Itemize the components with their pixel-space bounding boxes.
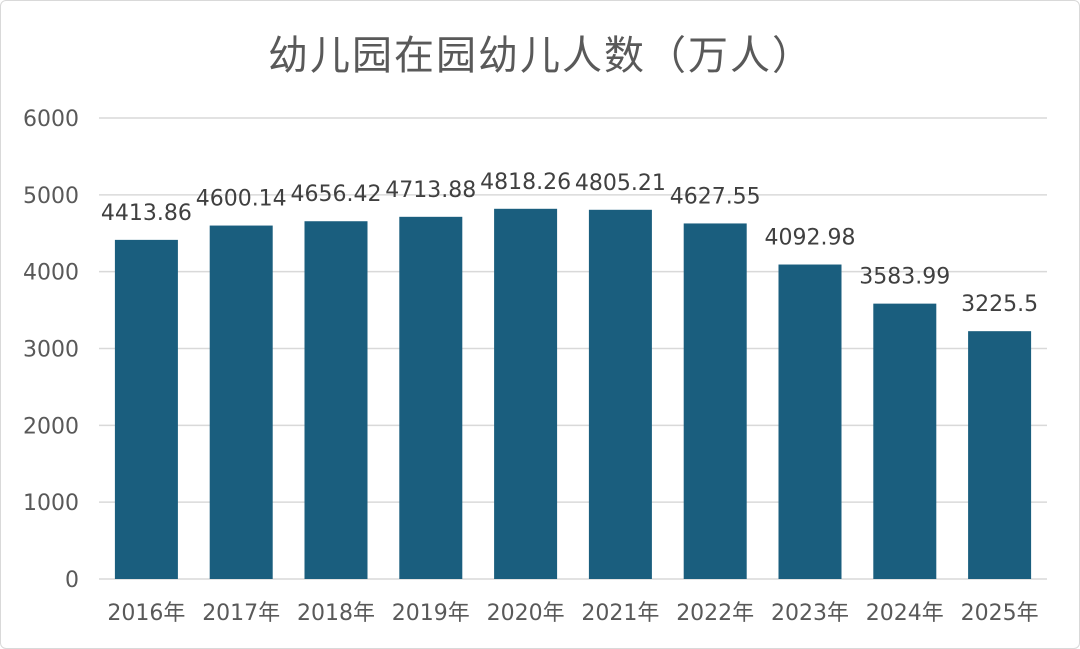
bar-value-label: 4092.98 bbox=[765, 226, 856, 251]
x-category-label: 2018年 bbox=[297, 601, 375, 626]
bar-value-label: 4600.14 bbox=[196, 187, 287, 212]
x-category-label: 2022年 bbox=[676, 601, 754, 626]
y-tick-label: 1000 bbox=[23, 491, 79, 516]
x-category-label: 2016年 bbox=[107, 601, 185, 626]
bar-value-label: 4656.42 bbox=[291, 182, 382, 207]
bar bbox=[494, 208, 558, 579]
x-axis-categories: 2016年 2017年 2018年 2019年 2020年 2021年 2022年 2023年… bbox=[107, 601, 1038, 626]
bar-value-label: 4627.55 bbox=[670, 184, 761, 209]
bar bbox=[873, 303, 937, 579]
bar bbox=[683, 223, 747, 580]
y-tick-label: 2000 bbox=[23, 414, 79, 439]
y-tick-label: 6000 bbox=[23, 107, 79, 132]
x-category-label: 2023年 bbox=[771, 601, 849, 626]
x-category-label: 2021年 bbox=[581, 601, 659, 626]
y-tick-label: 0 bbox=[65, 568, 79, 593]
bar-value-label: 3583.99 bbox=[859, 265, 950, 290]
x-category-label: 2017年 bbox=[202, 601, 280, 626]
y-axis-ticks: 0 1000 2000 3000 4000 5000 6000 bbox=[23, 107, 79, 593]
bar-value-label: 4805.21 bbox=[575, 171, 666, 196]
y-tick-label: 4000 bbox=[23, 261, 79, 286]
bar bbox=[114, 239, 178, 580]
y-tick-label: 5000 bbox=[23, 184, 79, 209]
x-category-label: 2019年 bbox=[392, 601, 470, 626]
bar bbox=[778, 264, 842, 579]
bar bbox=[968, 331, 1032, 579]
bar bbox=[209, 225, 273, 579]
x-category-label: 2025年 bbox=[961, 601, 1039, 626]
bar bbox=[399, 216, 463, 579]
bar-value-label: 4413.86 bbox=[101, 201, 192, 226]
bar-value-label: 3225.5 bbox=[961, 292, 1038, 317]
bar-value-label: 4713.88 bbox=[385, 178, 476, 203]
bars bbox=[114, 208, 1032, 580]
bar bbox=[588, 209, 652, 580]
bar-value-label: 4818.26 bbox=[480, 170, 571, 195]
chart-title: 幼儿园在园幼儿人数（万人） bbox=[268, 33, 814, 79]
x-category-label: 2024年 bbox=[866, 601, 944, 626]
bar bbox=[304, 221, 368, 579]
x-category-label: 2020年 bbox=[487, 601, 565, 626]
y-tick-label: 3000 bbox=[23, 338, 79, 363]
